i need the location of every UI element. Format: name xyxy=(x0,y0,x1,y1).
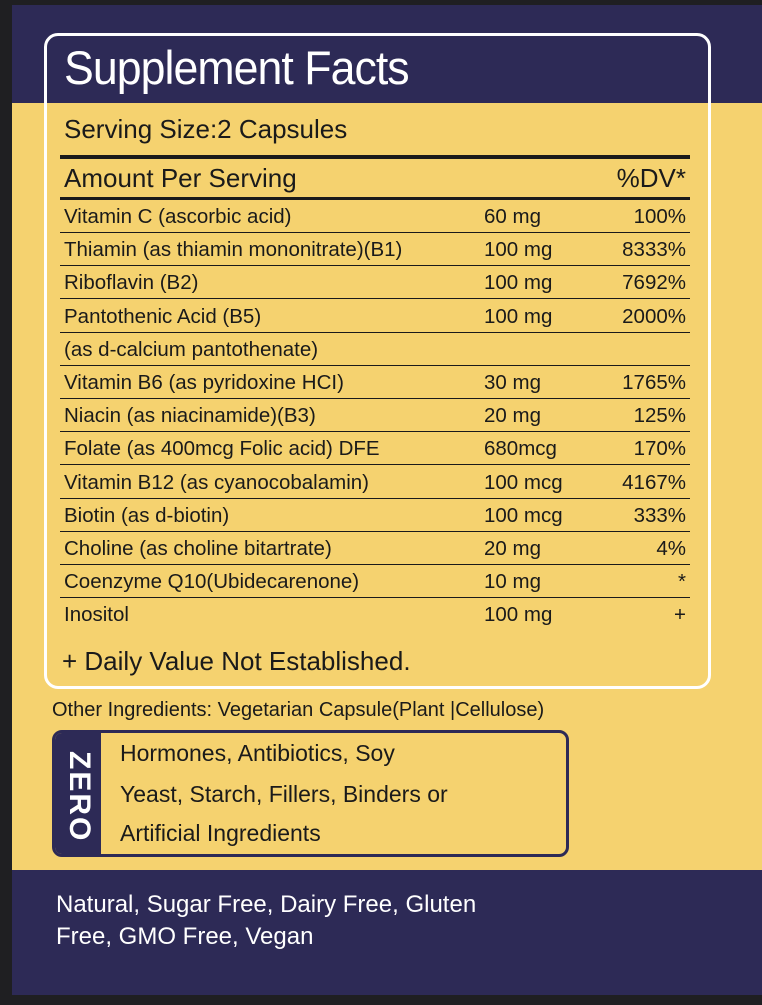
zero-line: Artificial Ingredients xyxy=(120,820,321,846)
table-row: Thiamin (as thiamin mononitrate)(B1) 100 … xyxy=(60,233,690,267)
claims-line: Natural, Sugar Free, Dairy Free, Gluten xyxy=(56,891,477,918)
nutrient-name: Coenzyme Q10(Ubidecarenone) xyxy=(64,570,360,594)
footnote: + Daily Value Not Established. xyxy=(62,646,411,676)
amount-header: Amount Per Serving xyxy=(64,163,297,193)
nutrient-amount: 100 mcg xyxy=(484,470,563,494)
serving-size: Serving Size:2 Capsules xyxy=(64,114,348,144)
nutrient-amount: 10 mg xyxy=(484,570,541,594)
nutrient-name: Thiamin (as thiamin mononitrate)(B1) xyxy=(64,238,403,262)
zero-strip xyxy=(55,733,101,854)
table-row: Coenzyme Q10(Ubidecarenone) 10 mg * xyxy=(60,565,690,599)
nutrient-dv: * xyxy=(678,570,686,594)
table-row: Vitamin B12 (as cyanocobalamin) 100 mcg 41… xyxy=(60,466,690,499)
zero-line: Hormones, Antibiotics, Soy xyxy=(120,740,395,766)
nutrient-name: Niacin (as niacinamide)(B3) xyxy=(64,404,316,428)
table-row: Folate (as 400mcg Folic acid) DFE 680mcg 1… xyxy=(60,432,690,466)
other-ingredients: Other Ingredients: Vegetarian Capsule(Pl… xyxy=(52,699,545,721)
divider xyxy=(60,155,690,159)
nutrient-dv: 7692% xyxy=(622,271,686,295)
nutrient-dv: 1765% xyxy=(622,371,686,394)
nutrient-dv: 2000% xyxy=(622,304,686,328)
supplement-facts-box xyxy=(44,33,711,689)
table-row: Vitamin C (ascorbic acid) 60 mg 100% xyxy=(60,200,690,233)
nutrient-amount: 100 mg xyxy=(484,238,553,262)
nutrient-name: (as d-calcium pantothenate) xyxy=(64,337,319,361)
nutrient-amount: 20 mg xyxy=(484,537,541,560)
nutrient-dv: + xyxy=(674,603,686,627)
nutrient-amount: 20 mg xyxy=(484,404,541,428)
table-row: Riboflavin (B2) 100 mg 7692% xyxy=(60,266,690,300)
divider xyxy=(60,197,690,200)
nutrient-dv: 125% xyxy=(633,404,686,428)
table-row: Choline (as choline bitartrate) 20 mg 4% xyxy=(60,532,690,565)
nutrient-amount: 100 mg xyxy=(484,271,553,295)
nutrient-name: Biotin (as d-biotin) xyxy=(64,503,230,527)
nutrient-amount: 100 mg xyxy=(484,304,553,328)
nutrient-dv: 8333% xyxy=(622,238,686,262)
nutrient-amount: 680mcg xyxy=(484,437,557,461)
nutrient-name: Vitamin C (ascorbic acid) xyxy=(64,205,292,228)
nutrient-name: Choline (as choline bitartrate) xyxy=(64,537,332,560)
dv-header: %DV* xyxy=(616,163,686,193)
nutrient-dv: 4% xyxy=(656,537,686,560)
nutrient-name: Vitamin B12 (as cyanocobalamin) xyxy=(64,470,369,494)
zero-label: ZERO xyxy=(63,750,96,843)
zero-box: ZERO xyxy=(52,730,569,857)
nutrient-dv: 170% xyxy=(633,437,686,461)
facts-panel-background xyxy=(12,103,762,870)
page-title: Supplement Facts xyxy=(64,41,410,94)
nutrient-name: Inositol xyxy=(64,603,129,627)
nutrient-amount: 30 mg xyxy=(484,371,541,394)
nutrient-name: Folate (as 400mcg Folic acid) DFE xyxy=(64,437,380,461)
table-row: Biotin (as d-biotin) 100 mcg 333% xyxy=(60,499,690,532)
nutrient-dv: 333% xyxy=(633,503,686,527)
nutrient-amount: 100 mg xyxy=(484,603,553,627)
claims-line: Free, GMO Free, Vegan xyxy=(56,923,314,950)
table-row: Pantothenic Acid (B5) 100 mg 2000% xyxy=(60,300,690,333)
nutrient-name: Vitamin B6 (as pyridoxine HCI) xyxy=(64,371,344,394)
nutrient-amount: 100 mcg xyxy=(484,503,563,527)
nutrient-name: Pantothenic Acid (B5) xyxy=(64,304,262,328)
nutrient-name: Riboflavin (B2) xyxy=(64,271,199,295)
table-row: Vitamin B6 (as pyridoxine HCI) 30 mg 1765% xyxy=(60,366,690,399)
nutrient-amount: 60 mg xyxy=(484,205,541,228)
table-row: Inositol 100 mg + xyxy=(60,598,690,631)
nutrient-dv: 100% xyxy=(633,205,686,228)
zero-line: Yeast, Starch, Fillers, Binders or xyxy=(120,781,448,807)
table-row: Niacin (as niacinamide)(B3) 20 mg 125% xyxy=(60,399,690,433)
nutrient-dv: 4167% xyxy=(622,470,686,494)
table-row: (as d-calcium pantothenate) xyxy=(60,333,690,366)
